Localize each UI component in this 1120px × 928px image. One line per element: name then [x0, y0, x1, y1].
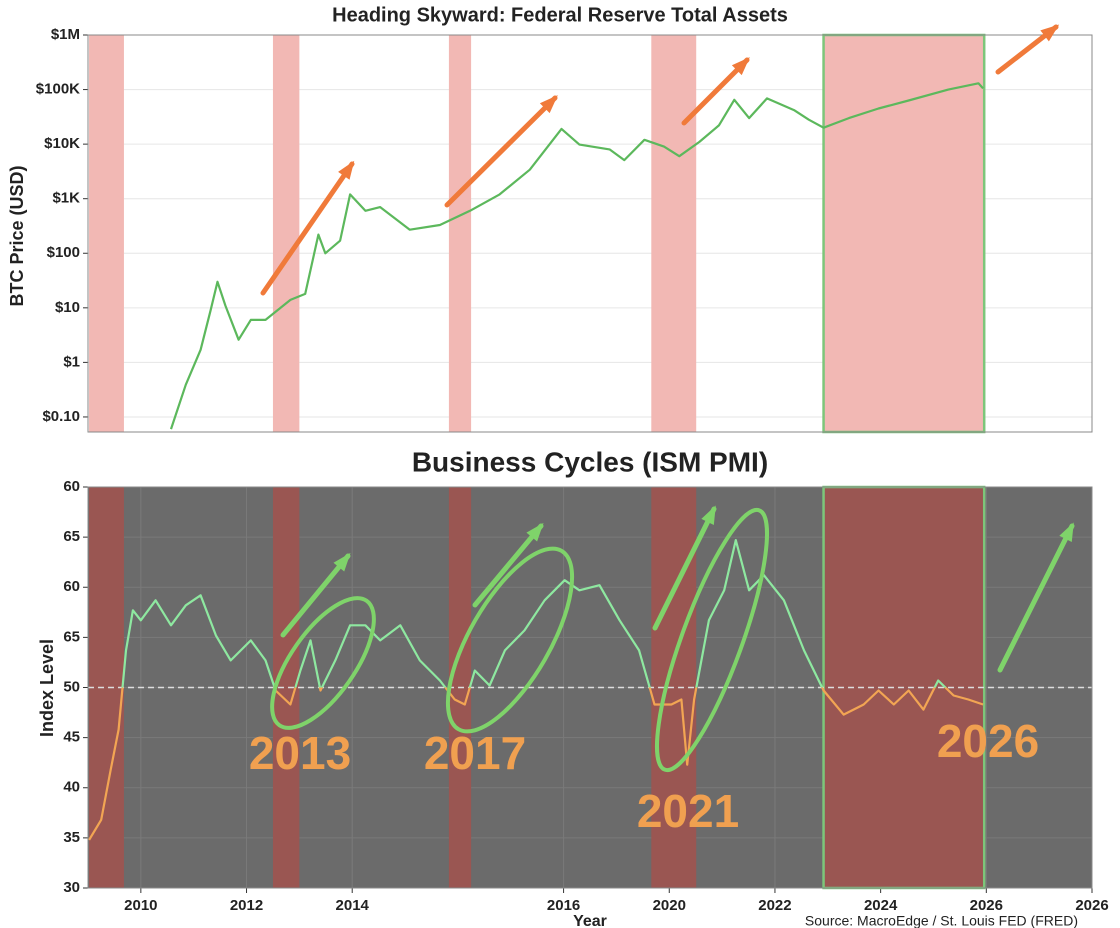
shaded-band: [89, 35, 124, 432]
x-tick-label: 2014: [336, 897, 370, 914]
y-tick-label: $100K: [36, 81, 80, 98]
data-line: [169, 82, 984, 430]
highlight-ellipse: [655, 507, 769, 773]
trend-arrow-head: [701, 505, 716, 525]
trend-arrow: [472, 523, 544, 608]
y-tick-label: $1M: [51, 26, 80, 43]
y-axis-label: Index Level: [37, 639, 57, 737]
y-tick-label: 30: [63, 879, 80, 896]
y-tick-label: $10K: [44, 135, 80, 152]
y-tick-label: $1K: [52, 190, 80, 207]
y-axis-label: BTC Price (USD): [7, 165, 27, 306]
highlight-ellipse: [445, 546, 575, 734]
annotation: 2013: [249, 727, 351, 779]
source-note: Source: MacroEdge / St. Louis FED (FRED): [805, 913, 1078, 928]
x-tick-label: 2026: [970, 897, 1003, 914]
plot-frame: [87, 486, 1093, 889]
shaded-band: [272, 35, 300, 432]
y-tick-label: 60: [63, 578, 80, 595]
x-tick-label: 2010: [124, 897, 157, 914]
chart-title: Business Cycles (ISM PMI): [412, 446, 768, 477]
x-tick-label: 2026: [1075, 897, 1108, 914]
trend-arrow-head: [1040, 24, 1060, 42]
trend-arrow-head: [333, 552, 351, 572]
trend-arrow-head: [539, 95, 558, 114]
trend-arrow: [997, 523, 1075, 673]
y-tick-label: $1: [63, 353, 80, 370]
trend-arrow: [260, 161, 355, 296]
y-tick-label: 65: [63, 528, 80, 545]
trend-arrow-head: [731, 57, 750, 76]
data-line: [88, 539, 984, 841]
annotation: 2026: [937, 715, 1039, 767]
y-tick-label: $100: [47, 244, 80, 261]
x-tick-label: 2022: [758, 897, 791, 914]
y-tick-label: 60: [63, 478, 80, 495]
highlight-ellipse: [270, 596, 376, 730]
shaded-band: [823, 35, 985, 432]
y-tick-label: $0.10: [42, 408, 80, 425]
plot-frame: [87, 34, 1093, 433]
chart-title: Heading Skyward: Federal Reserve Total A…: [332, 4, 788, 26]
annotation: 2021: [637, 785, 739, 837]
trend-arrow: [652, 506, 717, 631]
y-tick-label: 40: [63, 779, 80, 796]
x-tick-label: 2020: [653, 897, 686, 914]
x-tick-label: 2016: [547, 897, 580, 914]
x-axis-label: Year: [573, 913, 607, 928]
y-tick-label: 35: [63, 829, 80, 846]
annotation: 2017: [424, 727, 526, 779]
y-tick-label: 45: [63, 729, 80, 746]
trend-arrow: [280, 553, 351, 638]
trend-arrow-head: [1059, 522, 1074, 542]
y-tick-label: 50: [63, 678, 80, 695]
shaded-band: [448, 35, 472, 432]
shaded-band: [651, 35, 697, 432]
trend-arrow-head: [526, 522, 544, 542]
trend-arrow: [681, 57, 750, 126]
x-tick-label: 2024: [864, 897, 898, 914]
trend-arrow-head: [338, 160, 355, 180]
x-tick-label: 2012: [230, 897, 263, 914]
trend-arrow: [444, 95, 558, 208]
y-tick-label: $10: [55, 299, 80, 316]
y-tick-label: 65: [63, 628, 80, 645]
